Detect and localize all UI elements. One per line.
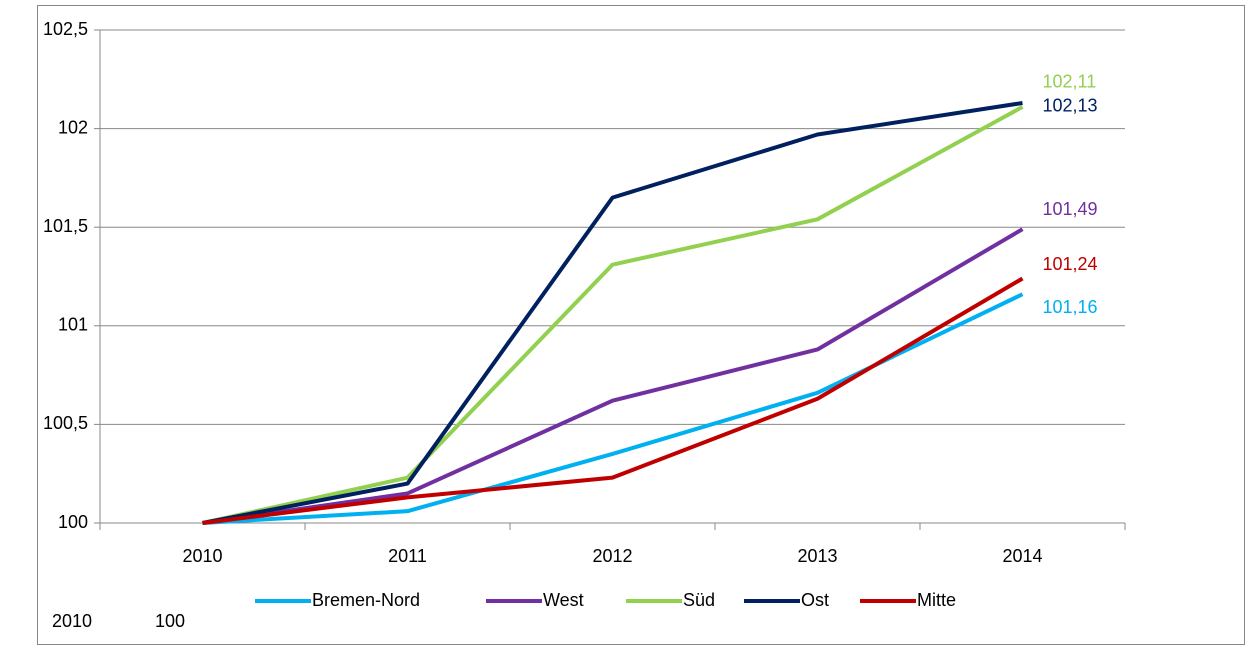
legend-label: Ost — [801, 590, 829, 610]
data-label: 102,11 — [1043, 72, 1097, 92]
series-line — [202, 105, 1024, 525]
legend-label: Süd — [683, 590, 715, 610]
series-line — [202, 100, 1023, 525]
legend-label: Bremen-Nord — [312, 590, 420, 610]
footnote: 2010 — [52, 611, 92, 631]
y-tick-label: 102 — [58, 117, 88, 137]
y-tick-label: 100,5 — [43, 413, 88, 433]
footnote: 100 — [155, 611, 185, 631]
data-label: 101,16 — [1043, 297, 1098, 317]
y-tick-label: 100 — [58, 512, 88, 532]
y-tick-label: 102,5 — [43, 19, 88, 39]
series-line — [202, 276, 1024, 525]
y-tick-label: 101 — [58, 315, 88, 335]
x-tick-label: 2013 — [797, 546, 837, 566]
x-tick-label: 2014 — [1002, 546, 1042, 566]
data-label: 102,13 — [1043, 96, 1098, 116]
data-label: 101,49 — [1043, 199, 1098, 219]
x-tick-label: 2012 — [592, 546, 632, 566]
series-line — [202, 292, 1024, 525]
chart-border — [37, 5, 1245, 645]
x-tick-label: 2011 — [388, 546, 427, 566]
legend-label: West — [543, 590, 584, 610]
series-line — [202, 227, 1024, 525]
x-tick-label: 2010 — [182, 546, 222, 566]
y-tick-label: 101,5 — [43, 216, 88, 236]
legend-label: Mitte — [917, 590, 956, 610]
data-label: 101,24 — [1043, 254, 1098, 274]
